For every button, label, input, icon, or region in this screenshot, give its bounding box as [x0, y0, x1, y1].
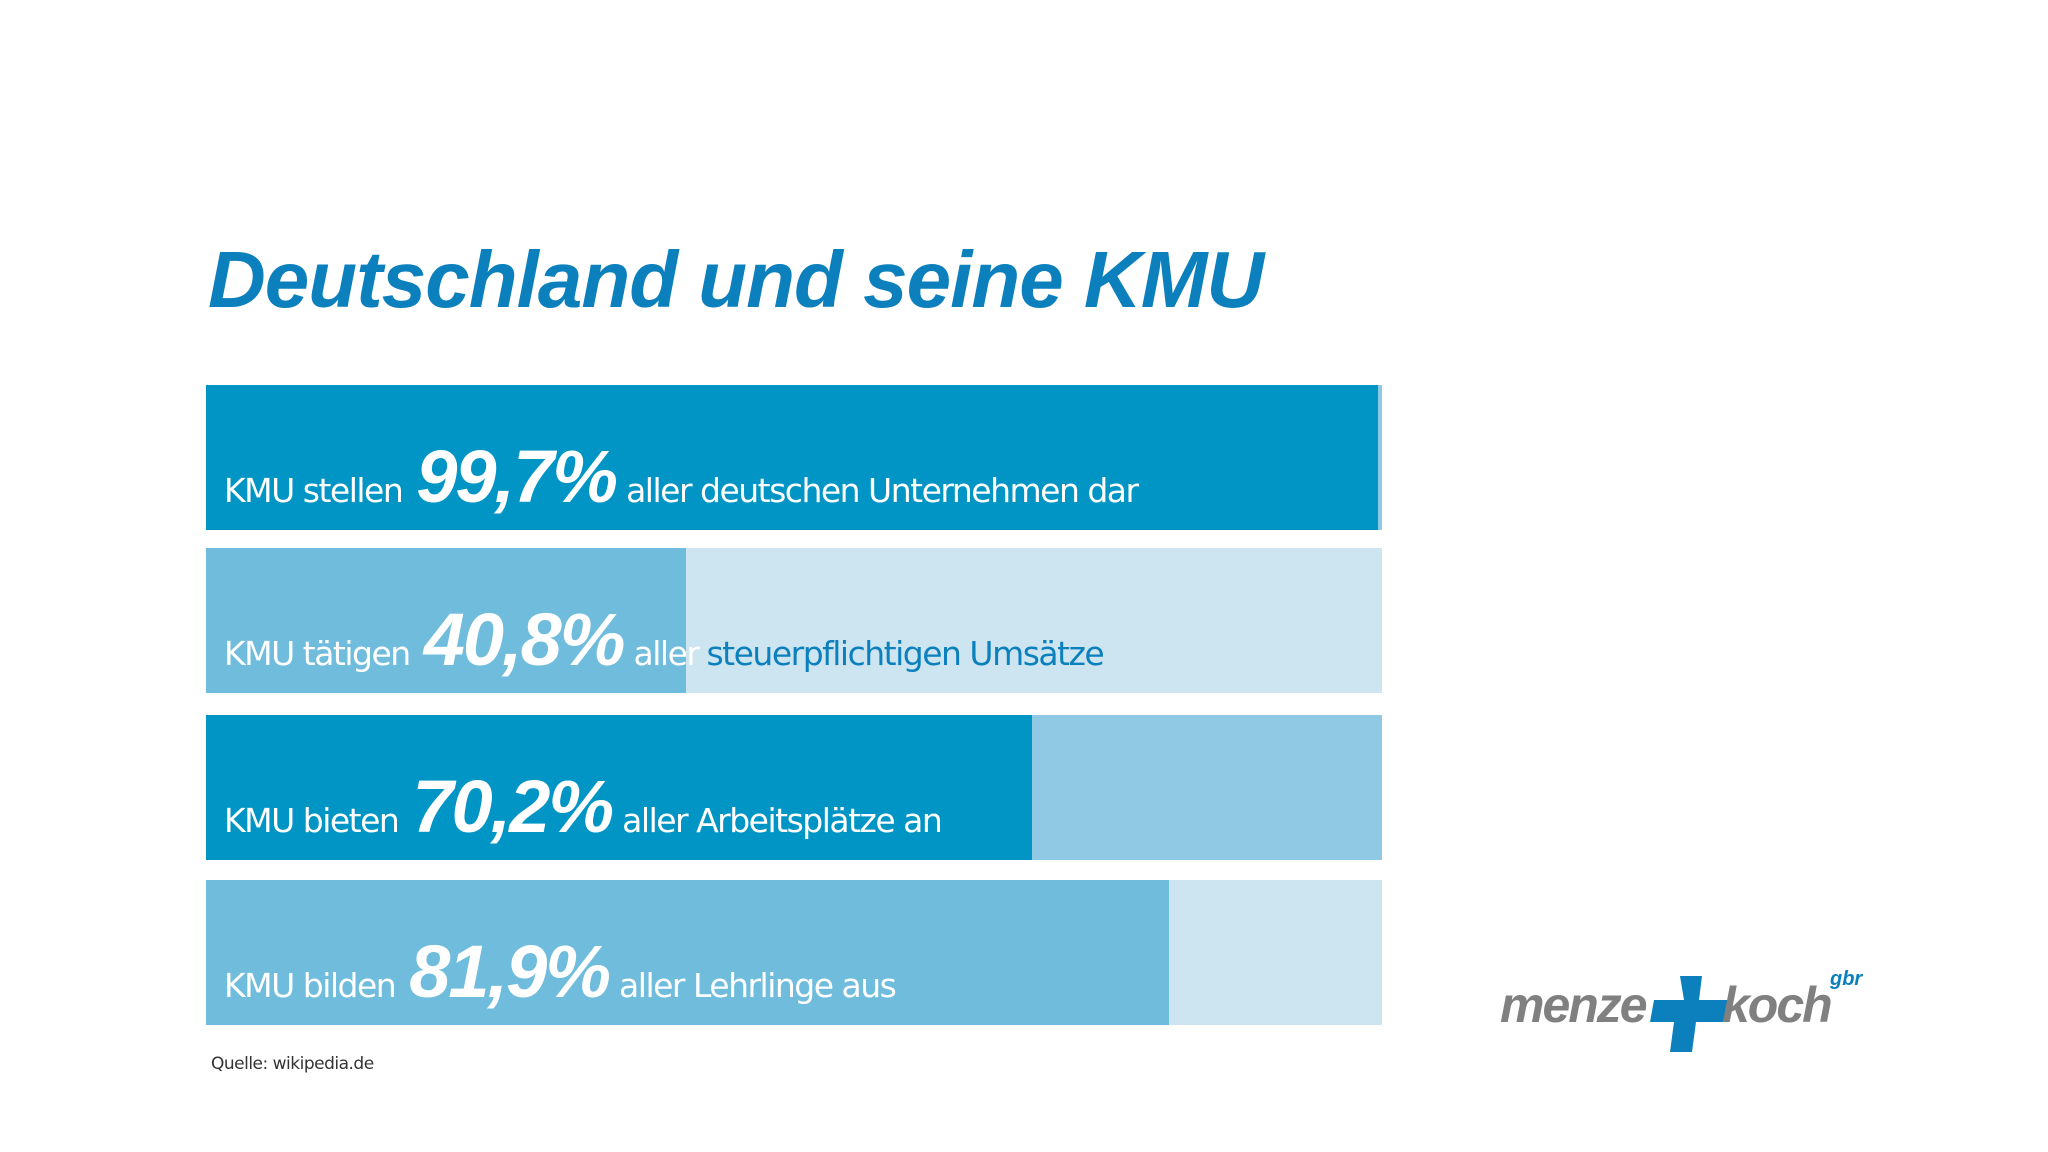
bar-label: KMU stellen 99,7% aller deutschen Unterneh…	[224, 435, 1139, 518]
bar-row: KMU bilden 81,9% aller Lehrlinge aus	[206, 880, 1382, 1025]
bar-label-prefix: KMU bieten	[224, 801, 400, 840]
chart-title: Deutschland und seine KMU	[208, 235, 1264, 324]
bar-fill	[206, 385, 1378, 530]
bar-label-prefix: KMU bilden	[224, 966, 397, 1005]
bar-row: KMU stellen 99,7% aller deutschen Unterneh…	[206, 385, 1382, 530]
bar-fill	[206, 548, 686, 693]
bar-value-label: 99,7%	[416, 435, 618, 518]
bar-fill	[206, 715, 1032, 860]
bar-label-suffix: aller	[633, 634, 700, 673]
bar-label-suffix: aller deutschen Unternehmen dar	[626, 471, 1139, 510]
bar-value-label: 70,2%	[412, 765, 614, 848]
plus-shape	[1650, 976, 1730, 1052]
source-note: Quelle: wikipedia.de	[211, 1054, 374, 1074]
bar-fill	[206, 880, 1169, 1025]
bar-label: KMU tätigen 40,8% aller steuerpflichtigen U…	[224, 598, 1105, 681]
bar-label-prefix: KMU stellen	[224, 471, 404, 510]
bar-label: KMU bilden 81,9% aller Lehrlinge aus	[224, 930, 897, 1013]
company-logo: menze koch gbr	[1500, 968, 1880, 1052]
bar-row: KMU bieten 70,2% aller Arbeitsplätze an	[206, 715, 1382, 860]
bar-label-prefix: KMU tätigen	[224, 634, 411, 673]
logo-text-left: menze	[1500, 977, 1648, 1033]
bar-label-suffix-highlight: steuerpflichtigen Umsätze	[706, 634, 1104, 673]
logo-text-right: koch	[1722, 977, 1833, 1033]
logo-suffix: gbr	[1830, 968, 1863, 990]
bar-value-label: 40,8%	[423, 598, 626, 681]
bar-row: KMU tätigen 40,8% aller steuerpflichtigen U…	[206, 548, 1382, 693]
bar-label: KMU bieten 70,2% aller Arbeitsplätze an	[224, 765, 943, 848]
bar-value-label: 81,9%	[409, 930, 611, 1013]
bar-chart: KMU stellen 99,7% aller deutschen Unterneh…	[206, 385, 1382, 1027]
bar-label-suffix: aller Arbeitsplätze an	[622, 801, 943, 840]
bar-label-suffix: aller Lehrlinge aus	[619, 966, 897, 1005]
plus-icon	[1650, 976, 1730, 1052]
